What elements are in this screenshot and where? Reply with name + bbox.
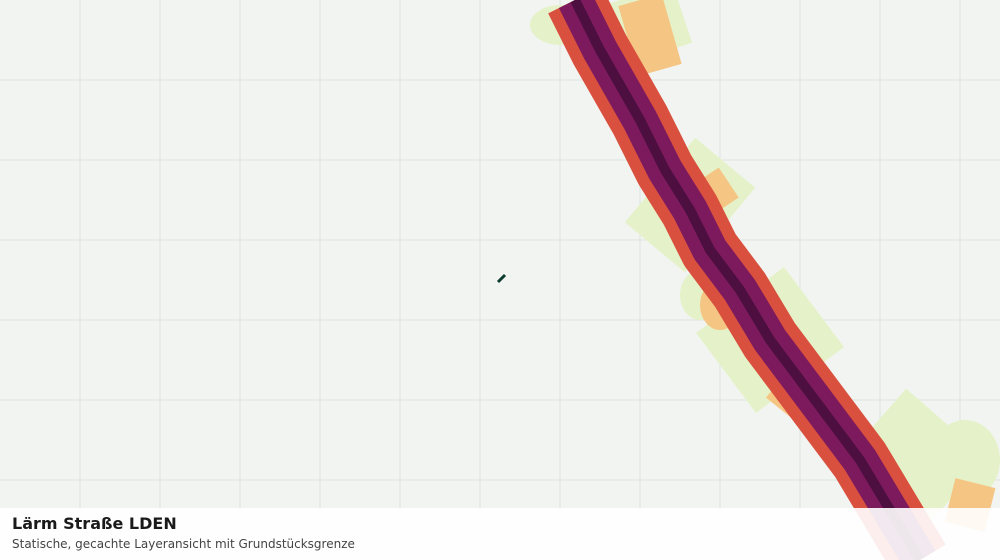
footer: Lärm Straße LDEN Statische, gecachte Lay… — [0, 508, 1000, 560]
subtitle: Statische, gecachte Layeransicht mit Gru… — [12, 537, 355, 551]
marker — [496, 273, 507, 284]
noise-layer — [530, 0, 1000, 560]
title: Lärm Straße LDEN — [12, 514, 177, 533]
